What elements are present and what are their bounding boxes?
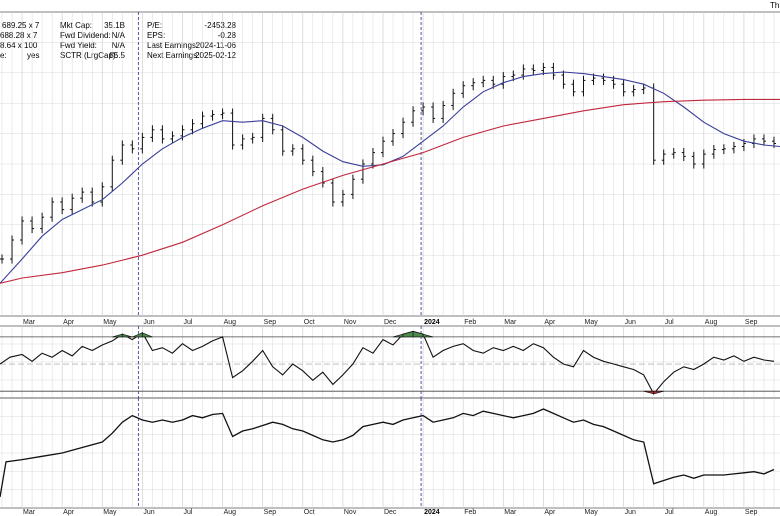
oscillator-overbought-fill [422,333,434,338]
info-next-earnings-value: 2025-02-12 [195,51,236,60]
x-axis-month-label: Oct [304,509,315,516]
x-axis-month-label: Apr [63,509,75,516]
info-last-earnings-value: 2024-11-06 [196,41,237,50]
x-axis-month-label: Apr [63,319,75,326]
series-layer [0,62,780,498]
x-axis-month-label: May [103,319,117,326]
oscillator-overbought-fill [122,333,133,338]
info-sctr-label: SCTR (LrgCap): [60,51,118,60]
info-sctr-value: 85.5 [109,51,125,60]
x-axis-month-label: Jun [625,319,636,326]
x-axis-month-label: Apr [544,319,556,326]
info-col1-row1: 689.25 x 7 [2,21,40,30]
x-axis-month-label: Apr [544,509,556,516]
info-pe-value: -2453.28 [204,21,236,30]
x-axis-month-label: Mar [504,319,517,326]
x-axis-month-label: Sep [264,509,277,516]
info-fwd-yield-label: Fwd Yield: [60,41,97,50]
oscillator-oversold-fill [653,390,664,395]
x-axis-month-label: Mar [23,509,36,516]
price-ma_slow-line [0,98,780,284]
x-axis-year-label: 2024 [424,509,440,516]
x-axis-month-label: Jun [143,509,154,516]
x-axis-month-label: Aug [705,509,718,516]
x-axis-month-label: Sep [745,319,758,326]
x-axis-month-label: May [584,509,598,516]
x-axis-month-label: Oct [304,319,315,326]
x-axis-month-label: Dec [384,319,397,326]
info-col1-row4-label: e: [0,51,7,60]
info-corner-text: Th [770,1,779,10]
x-axis-month-label: Mar [23,319,36,326]
info-col1-row4-value: yes [27,51,39,60]
x-axis-month-label: Sep [745,509,758,516]
info-mkt-cap-label: Mkt Cap: [60,21,92,30]
info-fwd-yield-value: N/A [112,41,126,50]
x-axis-year-label: 2024 [424,319,440,326]
x-axis-month-label: May [103,509,117,516]
x-axis-month-label: Jul [183,319,192,326]
x-axis-month-label: Jun [143,319,154,326]
x-axis-month-label: Jul [665,509,674,516]
info-eps-label: EPS: [147,31,165,40]
info-header: 689.25 x 7 688.28 x 7 8.64 x 100 e: yes … [0,1,779,60]
x-axis-month-label: Aug [224,319,237,326]
x-axis-month-label: Aug [224,509,237,516]
x-axis-month-label: Aug [705,319,718,326]
info-fwd-dividend-value: N/A [112,31,126,40]
x-axis-month-label: Jul [665,319,674,326]
info-next-earnings-label: Next Earnings: [147,51,199,60]
x-axis-month-label: Jun [625,509,636,516]
axis-layer: Mar Apr May Jun Jul Aug Sep Oct Nov Dec 2024 Feb Mar… [23,319,757,516]
info-col1-row2: 688.28 x 7 [0,31,38,40]
x-axis-month-label: Dec [384,509,397,516]
x-axis-month-label: Feb [464,319,476,326]
x-axis-month-label: Sep [264,319,277,326]
relative_strength-rel-line [0,408,775,498]
info-mkt-cap-value: 35.1B [104,21,125,30]
info-col1-row3: 8.64 x 100 [0,41,38,50]
oscillator-overbought-fill [142,332,153,338]
info-pe-label: P/E: [147,21,162,30]
x-axis-month-label: Jul [183,509,192,516]
info-eps-value: -0.28 [218,31,237,40]
x-axis-month-label: Feb [464,509,476,516]
x-axis-month-label: Nov [344,509,357,516]
info-fwd-dividend-label: Fwd Dividend: [60,31,111,40]
oscillator-osc-line [0,330,775,395]
x-axis-month-label: Mar [504,509,517,516]
grid-layer [0,11,780,509]
x-axis-month-label: May [584,319,598,326]
x-axis-month-label: Nov [344,319,357,326]
